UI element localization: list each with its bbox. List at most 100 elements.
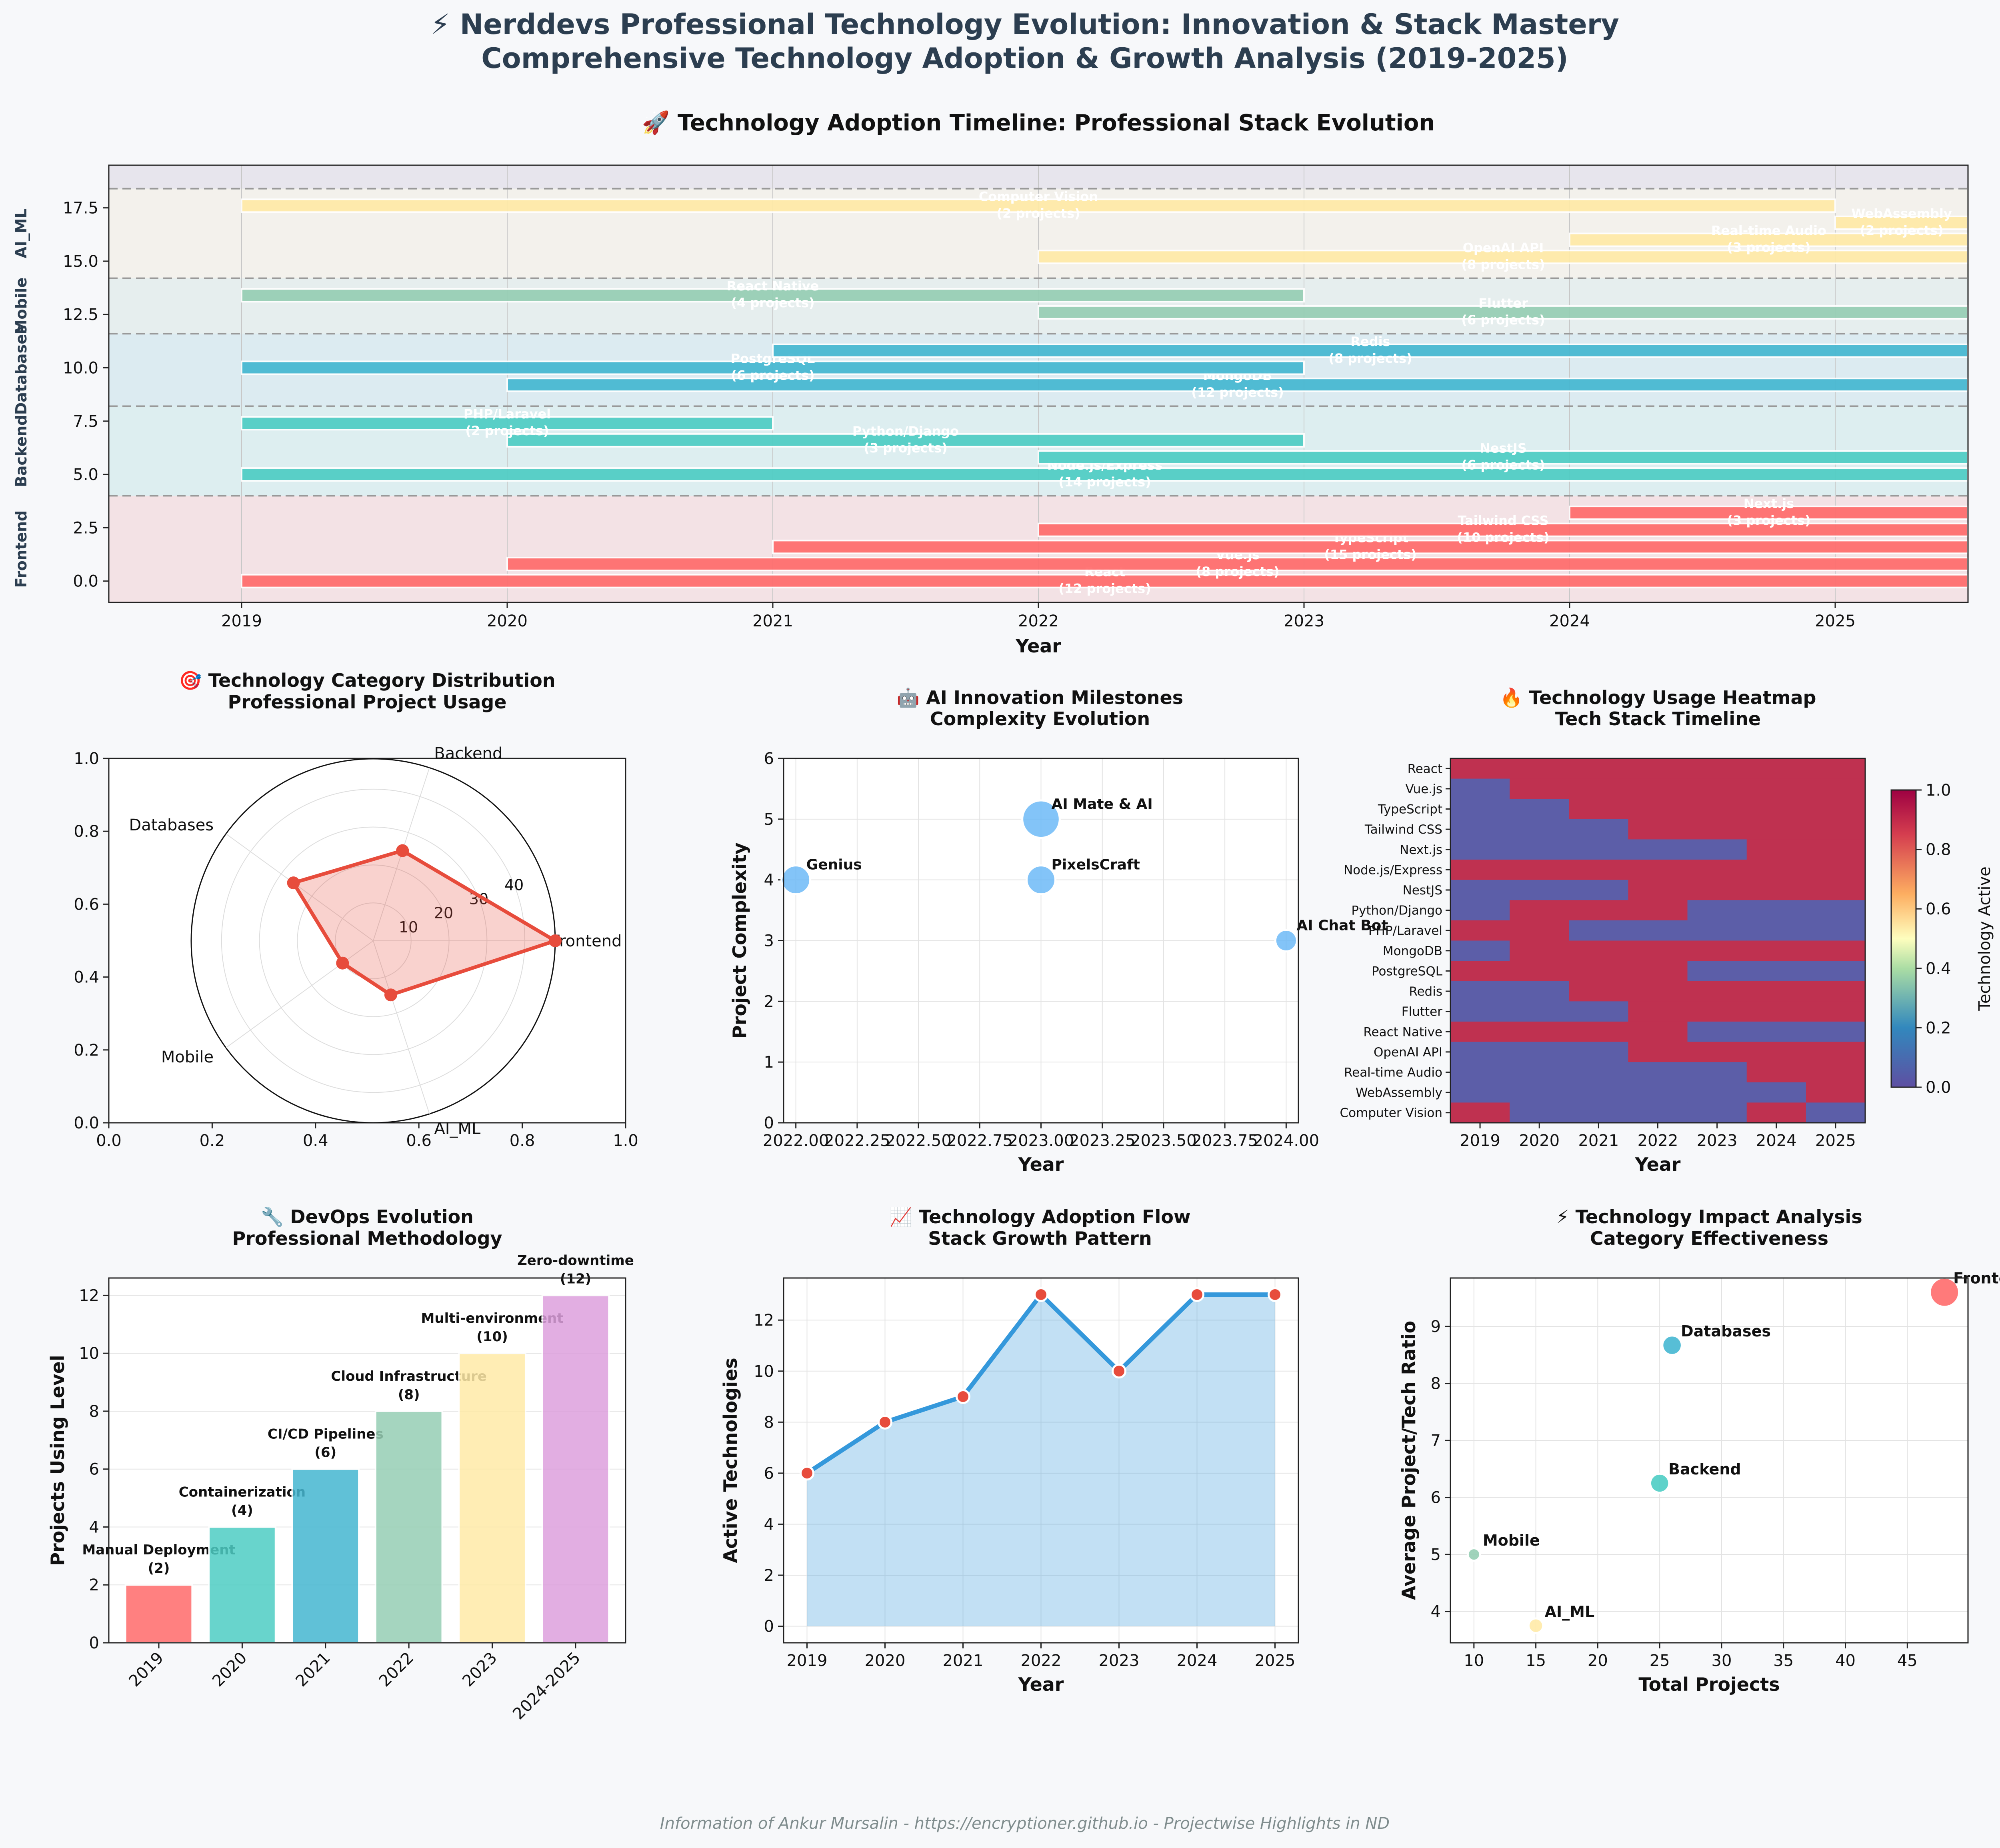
timeline-tech-label: Tailwind CSS xyxy=(1458,513,1548,528)
timeline-y-tick-label: 10.0 xyxy=(63,359,98,378)
devops-bar-label: Zero-downtime xyxy=(517,1252,634,1268)
heatmap-cell xyxy=(1569,1042,1629,1062)
milestones-x-tick-label: 2024.00 xyxy=(1253,1132,1319,1150)
flow-x-tick-label: 2025 xyxy=(1255,1652,1296,1670)
milestones-x-tick-label: 2022.00 xyxy=(763,1132,829,1150)
milestones-y-axis-label: Project Complexity xyxy=(729,842,750,1039)
timeline-tech-count: (8 projects) xyxy=(1461,257,1545,272)
heatmap-cell xyxy=(1510,961,1569,982)
devops-y-tick-label: 6 xyxy=(89,1460,99,1479)
heatmap-cell xyxy=(1806,981,1866,1002)
heatmap-cell xyxy=(1746,839,1806,860)
heatmap-cell xyxy=(1687,819,1747,840)
flow-y-tick-label: 4 xyxy=(764,1515,774,1534)
heatmap-cell xyxy=(1510,1082,1569,1103)
heatmap-cell xyxy=(1510,981,1569,1002)
milestones-y-tick-label: 1 xyxy=(764,1053,774,1072)
heatmap-cell xyxy=(1628,819,1688,840)
impact-point-label: AI_ML xyxy=(1545,1603,1595,1620)
heatmap-cell xyxy=(1746,1042,1806,1062)
milestones-point-label: AI Chat Bot xyxy=(1296,918,1388,934)
heatmap-cell xyxy=(1510,758,1569,779)
heatmap-x-tick-label: 2021 xyxy=(1578,1132,1619,1150)
heatmap-cell xyxy=(1450,940,1510,961)
devops-bar-value: (6) xyxy=(314,1445,336,1461)
flow-frame xyxy=(783,1277,1299,1644)
heatmap-cell xyxy=(1510,1062,1569,1083)
devops-bar xyxy=(208,1526,276,1644)
timeline-tech-label: OpenAI API xyxy=(1463,240,1544,255)
radar-y-tick-label: 0.4 xyxy=(74,968,99,987)
radar-y-tick-label: 0.0 xyxy=(74,1114,99,1132)
impact-x-axis-label: Total Projects xyxy=(1638,1674,1780,1695)
heatmap-cell xyxy=(1450,778,1510,799)
heatmap-cell xyxy=(1628,940,1688,961)
chart-title: ⚡ Technology Impact Analysis xyxy=(1556,1206,1862,1228)
chart-title: 🎯 Technology Category Distribution xyxy=(179,670,555,691)
heatmap-cell xyxy=(1746,778,1806,799)
heatmap-cell xyxy=(1569,880,1629,900)
heatmap-cell xyxy=(1450,839,1510,860)
timeline-tech-bar xyxy=(1569,506,1969,520)
milestones-point-label: PixelsCraft xyxy=(1052,857,1140,873)
timeline-x-tick-label: 2022 xyxy=(1018,612,1059,630)
heatmap-cell xyxy=(1687,1021,1747,1042)
heatmap-cell xyxy=(1687,880,1747,900)
timeline-tech-bar xyxy=(241,288,1305,303)
heatmap-cell xyxy=(1687,1042,1747,1062)
chart-title: 🤖 AI Innovation Milestones xyxy=(897,687,1183,708)
timeline-x-tick-label: 2020 xyxy=(487,612,528,630)
timeline-x-tick-label: 2019 xyxy=(221,612,262,630)
heatmap-cell xyxy=(1687,778,1747,799)
heatmap-row-label: Python/Django xyxy=(1351,904,1442,918)
heatmap-cell xyxy=(1687,1062,1747,1083)
devops-y-tick-label: 12 xyxy=(79,1286,99,1305)
heatmap-colorbar xyxy=(1890,789,1917,1088)
milestones-point-label: AI Mate & AI xyxy=(1052,796,1153,812)
chart-subtitle: Stack Growth Pattern xyxy=(928,1228,1152,1249)
milestones-x-tick-label: 2022.50 xyxy=(885,1132,951,1150)
radar-y-tick-label: 0.2 xyxy=(74,1041,99,1060)
devops-bar-value: (12) xyxy=(560,1271,591,1287)
timeline-tech-label: WebAssembly xyxy=(1851,206,1952,221)
heatmap-cell xyxy=(1510,1001,1569,1022)
heatmap-row-label: PHP/Laravel xyxy=(1368,924,1442,938)
heatmap-cell xyxy=(1746,981,1806,1002)
radar-series-point xyxy=(384,988,397,1002)
flow-point xyxy=(878,1414,892,1430)
timeline-frame xyxy=(108,164,1969,603)
heatmap-cell xyxy=(1746,860,1806,880)
heatmap-cell xyxy=(1806,940,1866,961)
timeline-tech-label: Python/Django xyxy=(852,424,959,439)
heatmap-row-label: Redis xyxy=(1409,984,1442,999)
heatmap-cell xyxy=(1569,1001,1629,1022)
heatmap-cell xyxy=(1628,961,1688,982)
impact-x-tick-label: 15 xyxy=(1526,1652,1546,1670)
heatmap-x-tick-label: 2019 xyxy=(1460,1132,1500,1150)
heatmap-cell xyxy=(1510,799,1569,820)
heatmap-cell xyxy=(1628,1021,1688,1042)
radar-radial-tick-label: 10 xyxy=(399,918,418,936)
radar-x-tick-label: 0.2 xyxy=(200,1132,225,1150)
timeline-tech-label: Real-time Audio xyxy=(1711,223,1826,238)
devops-frame xyxy=(108,1277,626,1644)
heatmap-cell xyxy=(1510,778,1569,799)
chart-subtitle: Professional Methodology xyxy=(232,1228,502,1249)
heatmap-row-label: Flutter xyxy=(1402,1005,1442,1019)
chart-title: 🔥 Technology Usage Heatmap xyxy=(1500,687,1816,708)
radar-spoke xyxy=(373,940,430,1114)
heatmap-cell xyxy=(1746,819,1806,840)
flow-y-tick-label: 8 xyxy=(764,1413,774,1432)
impact-y-tick-label: 9 xyxy=(1431,1318,1441,1336)
timeline-x-axis-label: Year xyxy=(1015,635,1061,657)
heatmap-cell xyxy=(1628,860,1688,880)
heatmap-cell xyxy=(1746,1062,1806,1083)
milestones-point xyxy=(780,864,812,896)
heatmap-cell xyxy=(1569,839,1629,860)
heatmap-cell xyxy=(1510,1102,1569,1123)
radar-axis-label: Frontend xyxy=(551,932,622,950)
flow-y-tick-label: 10 xyxy=(754,1362,774,1381)
flow-area xyxy=(807,1294,1275,1626)
heatmap-cell xyxy=(1806,860,1866,880)
devops-bar-value: (8) xyxy=(398,1387,420,1403)
